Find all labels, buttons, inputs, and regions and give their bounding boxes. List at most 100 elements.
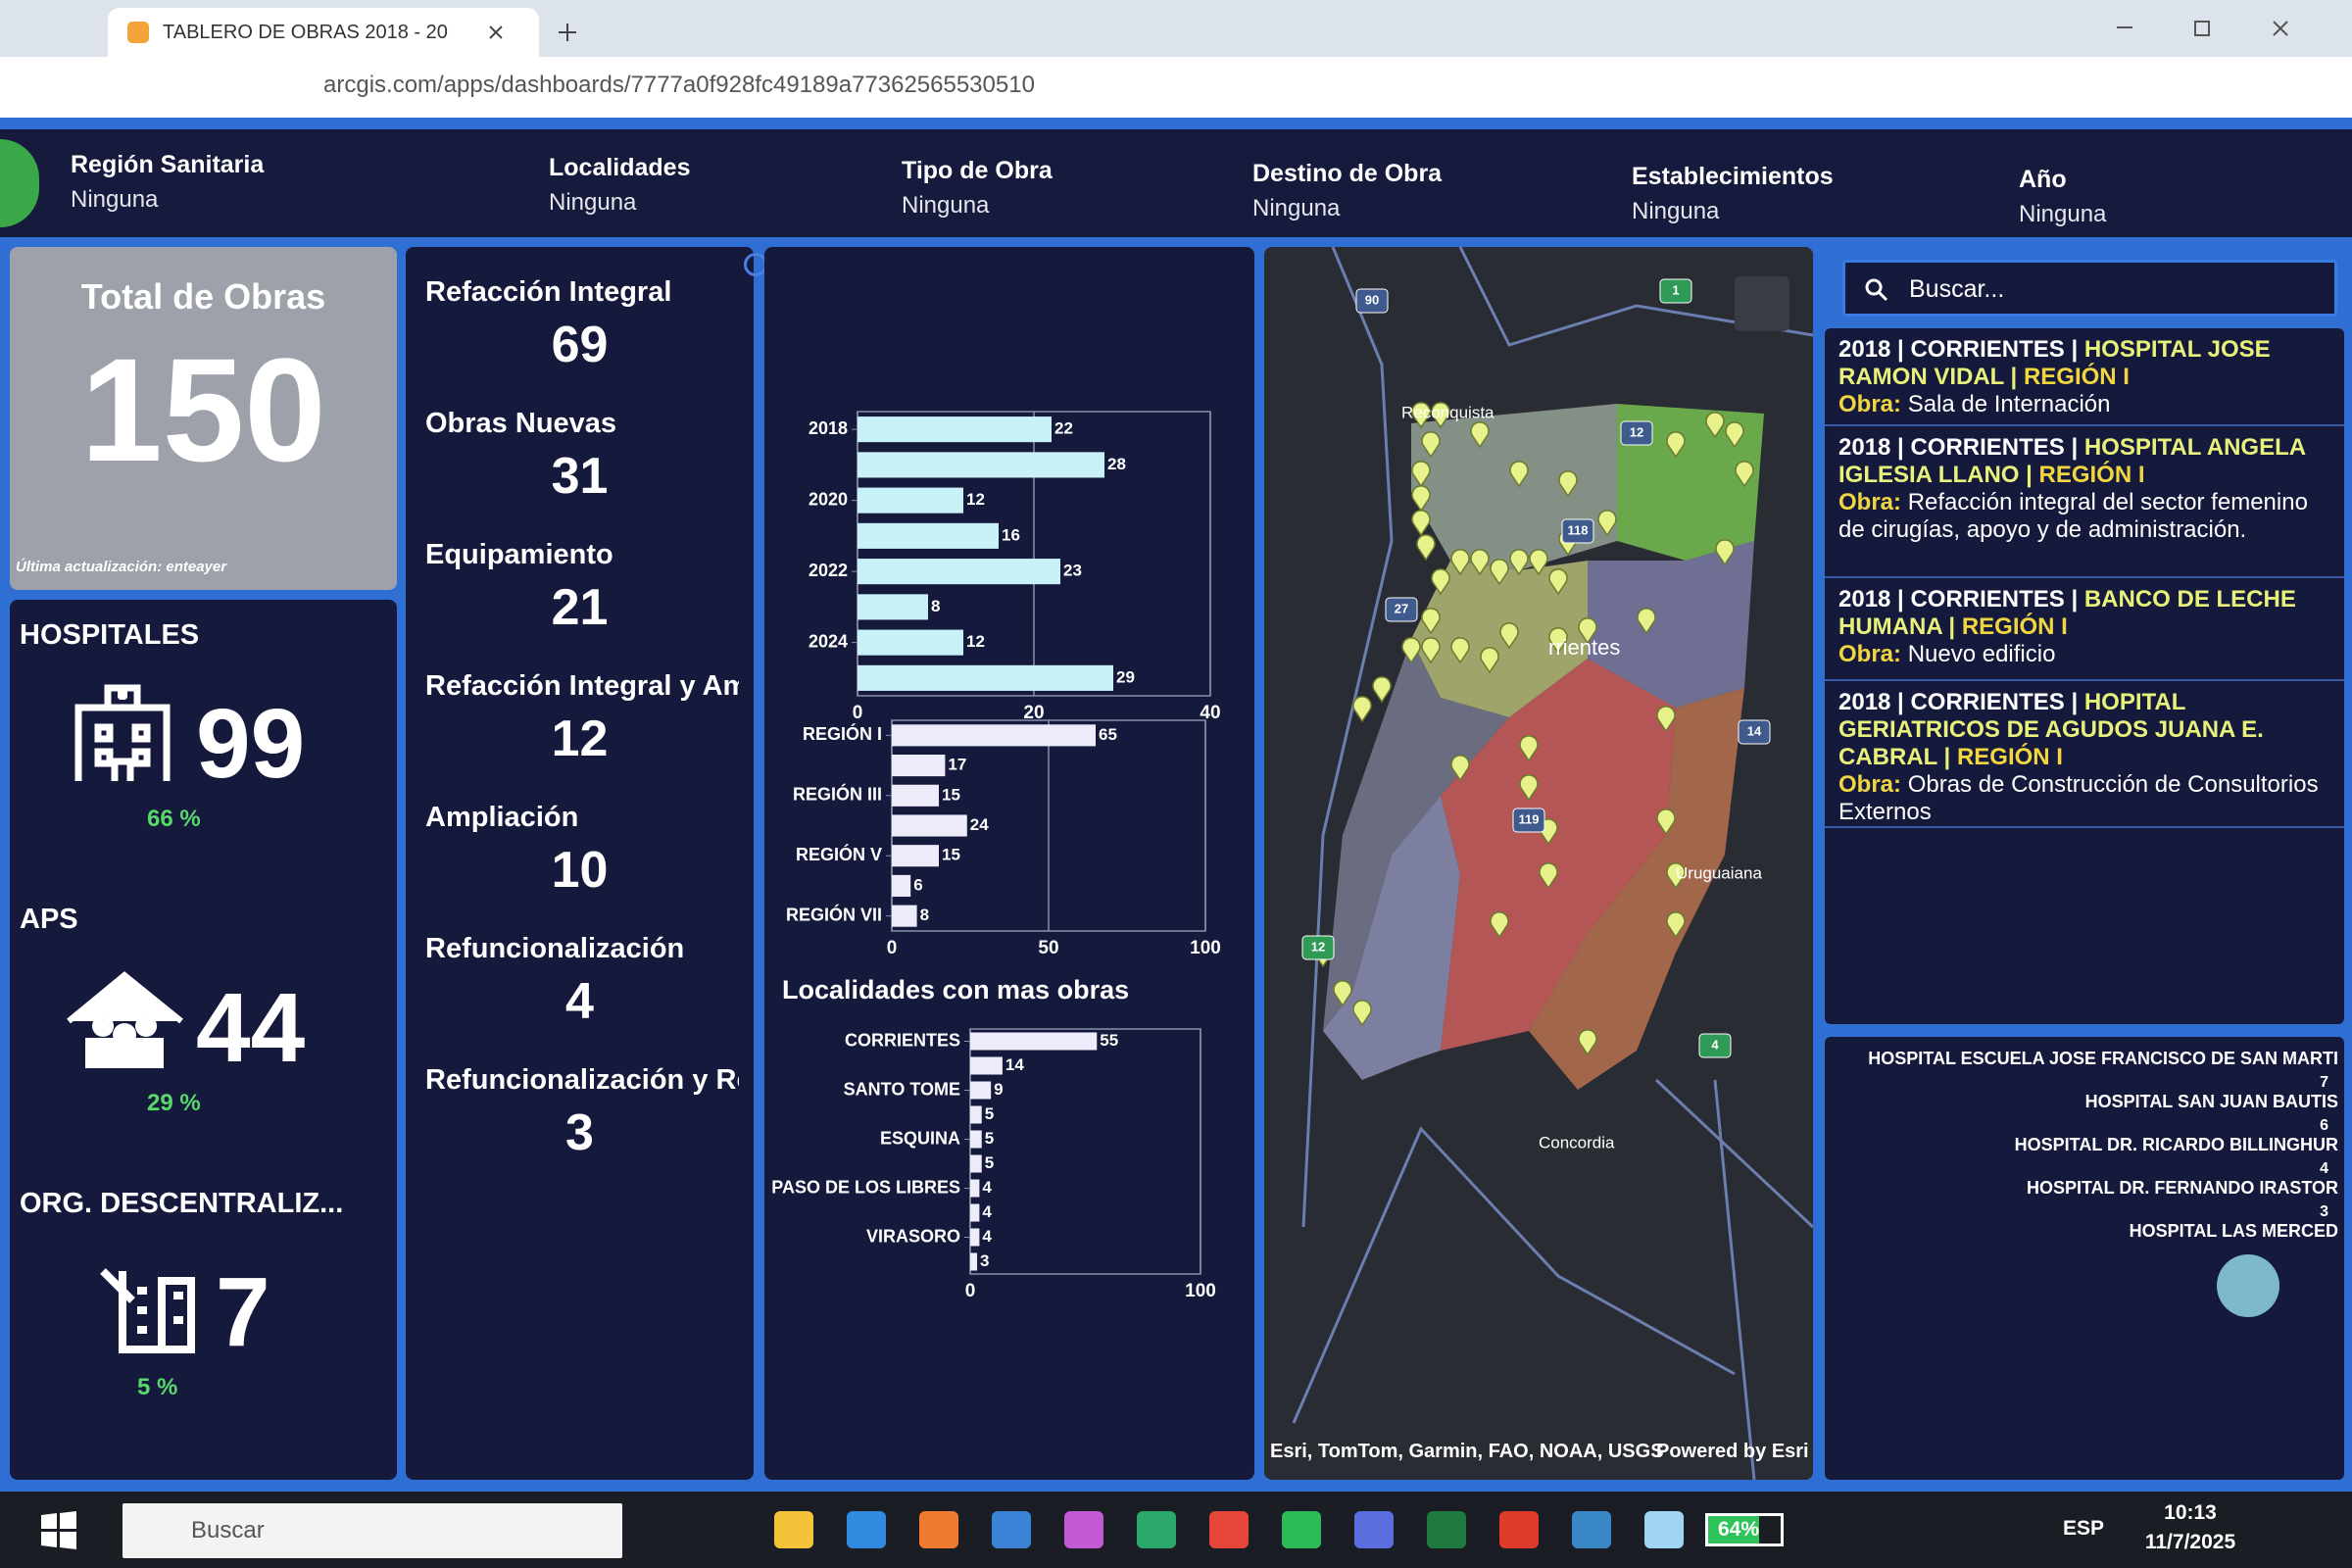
taskbar-app[interactable] [1354,1511,1394,1548]
search-box[interactable]: Buscar... [1842,260,2337,317]
map-pin [1431,402,1450,429]
filter-value[interactable]: Ninguna [549,189,637,216]
language[interactable]: ESP [2063,1517,2105,1540]
bar [858,487,963,514]
clock-time[interactable]: 10:13 [2164,1501,2217,1524]
clock-date[interactable]: 11/7/2025 [2144,1531,2236,1553]
value-label: 22 [1054,419,1073,438]
ranking-name: HOSPITAL SAN JUAN BAUTIS [2084,1092,2338,1111]
url[interactable]: arcgis.com/apps/dashboards/7777a0f928fc4… [323,72,1035,98]
filter-label[interactable]: Destino de Obra [1252,160,1443,187]
ranking-value: 3 [2320,1203,2328,1220]
taskbar-app[interactable] [919,1511,958,1548]
filter-value[interactable]: Ninguna [902,192,990,219]
filter-label[interactable]: Año [2019,166,2067,193]
map-pin [1411,510,1431,537]
obra-name: HOSPITAL ANGELA IGLESIA LLANO | [1838,434,2306,488]
close-tab-icon [489,25,503,39]
taskbar-app[interactable] [1572,1511,1611,1548]
taskbar-app[interactable] [1137,1511,1176,1548]
value-label: 24 [970,815,989,834]
filter-value[interactable]: Ninguna [71,186,159,213]
filter-value[interactable]: Ninguna [1632,198,1720,224]
ranking-value: 7 [2320,1074,2328,1091]
bar-chart: 0 20 40 22 2018 28 12 2020 16 23 2022 8 12 2024 29 [808,411,1221,723]
road-shield [1355,288,1389,314]
filter-value[interactable]: Ninguna [2019,201,2107,227]
map-pin [1421,608,1441,635]
taskbar-app[interactable] [1644,1511,1684,1548]
obra-meta: 2018 | CORRIENTES | [1838,689,2079,715]
road-shield-label: 12 [1311,939,1325,954]
value-label: 12 [966,632,985,651]
obra-obra: Refacción integral del sector femenino d… [1838,489,2308,543]
battery: 64% [1705,1513,1784,1546]
obra-item[interactable]: 2018 | CORRIENTES | HOSPITAL ANGELA IGLE… [1825,426,2344,578]
taskbar-app[interactable] [847,1511,886,1548]
map-place-label: Concordia [1539,1133,1615,1152]
value-label: 14 [1005,1055,1024,1074]
refresh-button[interactable] [2217,1254,2279,1317]
dashboard-border [0,118,2352,129]
taskbar-app[interactable] [1209,1511,1249,1548]
map-pin [1421,431,1441,459]
bar [970,1032,1098,1051]
tipos-panel: Refacción Integral 69 Obras Nuevas 31 Equipa… [406,247,767,1480]
bar [858,559,1060,585]
hospital-icon [74,684,171,781]
bar [970,1252,978,1271]
map-search-button[interactable] [1735,276,1789,331]
tab-title: TABLERO DE OBRAS 2018 - 20 [163,22,448,43]
value-label: 23 [1063,562,1082,580]
taskbar-app[interactable] [992,1511,1031,1548]
obra-obra-label: Obra: [1838,641,1902,667]
map-pin [1416,534,1436,562]
map: Reconquista rrientes Uruguaiana Concordia 90… [1292,247,1813,1480]
obra-obra: Nuevo edificio [1907,641,2056,667]
map-pin [1499,622,1519,650]
map-pin [1735,461,1754,488]
map-pin [1401,637,1421,664]
tipo-label: Refuncionalización y Ref... [425,1064,739,1096]
map-pin [1656,706,1676,733]
category-label: REGIÓN III [793,784,882,805]
bar [970,1154,982,1173]
new-tab-icon [559,24,576,41]
taskbar-search[interactable]: Buscar [122,1503,622,1558]
indicator-percent: 29 % [147,1090,201,1116]
filter-label[interactable]: Tipo de Obra [902,157,1053,184]
browser-tab[interactable]: TABLERO DE OBRAS 2018 - 20 [108,8,539,57]
obra-item[interactable]: 2018 | CORRIENTES | HOPITAL GERIATRICOS … [1825,681,2344,828]
bar [970,1081,992,1100]
filter-label[interactable]: Establecimientos [1632,163,1834,190]
value-label: 65 [1099,725,1117,744]
category-label: PASO DE LOS LIBRES [771,1177,960,1197]
indicator-percent: 5 % [137,1374,178,1400]
obra-item[interactable]: 2018 | CORRIENTES | BANCO DE LECHE HUMAN… [1825,578,2344,681]
map-pin [1352,696,1372,723]
taskbar-app[interactable] [1064,1511,1103,1548]
obra-item[interactable]: 2018 | CORRIENTES | HOSPITAL JOSE RAMON … [1825,328,2344,426]
filter-label[interactable]: Región Sanitaria [71,151,265,178]
map-region [1617,404,1764,561]
taskbar-app[interactable] [1282,1511,1321,1548]
indicator-label: ORG. DESCENTRALIZ... [20,1188,344,1219]
filter-value[interactable]: Ninguna [1252,195,1341,221]
indicator-icon [67,971,183,1068]
road-shield-label: 27 [1395,601,1408,615]
map-pin [1509,549,1529,576]
category-label: REGIÓN V [796,844,882,864]
obra-region: REGIÓN I [2038,462,2145,488]
obra-obra: Sala de Internación [1907,391,2111,417]
bar [892,845,939,867]
filter-label[interactable]: Localidades [549,154,691,181]
map-pin [1597,510,1617,537]
ranking-panel: HOSPITAL ESCUELA JOSE FRANCISCO DE SAN M… [1825,1037,2344,1480]
taskbar-app[interactable] [774,1511,813,1548]
taskbar-app[interactable] [1499,1511,1539,1548]
obra-heading: 2018 | CORRIENTES | BANCO DE LECHE HUMAN… [1838,586,2330,641]
value-label: 5 [985,1129,994,1148]
taskbar-app[interactable] [1427,1511,1466,1548]
tipo-label: Ampliación [425,802,579,833]
value-label: 15 [942,846,960,864]
